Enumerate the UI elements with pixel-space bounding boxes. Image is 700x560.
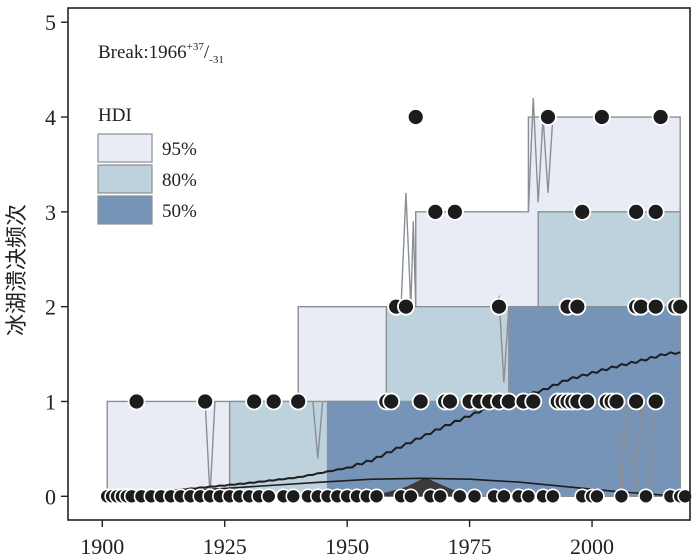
data-point [368,488,385,505]
data-point [490,297,508,316]
data-point [496,488,512,505]
data-point [573,202,592,221]
data-points [99,108,693,505]
data-point [613,488,630,505]
y-tick-label: 0 [45,484,56,509]
break-year: 1966 [149,42,187,63]
data-point [524,392,543,411]
data-point [677,488,693,505]
break-upper: +37 [187,41,205,53]
x-tick-label: 1950 [325,534,369,559]
break-slash: / [204,42,210,63]
data-point [285,488,302,505]
data-point [127,392,146,411]
fitted-curves [106,351,681,498]
data-point [452,488,468,505]
data-point [397,297,415,316]
data-point [545,488,561,505]
data-point [196,392,215,411]
data-point [638,488,654,505]
break-lower: -31 [209,54,224,66]
data-point [426,202,445,221]
posterior-trace-3 [400,192,417,307]
y-tick-label: 5 [45,10,56,35]
data-point [646,297,665,316]
data-point [499,392,518,411]
break-annotation: Break:1966+37/-31 [98,41,224,66]
legend-swatch [97,133,153,163]
y-tick-label: 4 [45,105,56,130]
data-point [627,202,646,221]
data-point [382,392,401,411]
x-tick-label: 2000 [570,534,614,559]
data-point [289,392,308,411]
data-point [578,392,597,411]
data-point [607,392,626,411]
data-point [568,297,587,316]
x-tick-label: 1925 [203,534,247,559]
posterior-trace-2 [312,401,324,459]
break-density [356,477,485,497]
y-tick-label: 1 [45,389,56,414]
legend-label: 95% [162,139,197,160]
legend-entries: 95% 80% 50% [97,133,197,225]
legend-swatch [97,195,153,225]
posterior-trace-5 [527,98,554,212]
data-point [245,392,264,411]
data-point [403,488,419,505]
data-point [411,392,430,411]
legend: HDI 95% 80% 50% [97,105,197,225]
data-point [651,108,670,126]
data-point [432,488,449,505]
data-point [441,392,459,411]
y-axis-label: 冰湖溃决频次 [4,204,29,336]
data-point [646,202,665,221]
plot-frame [67,7,691,521]
data-point [627,392,646,411]
data-point [592,108,611,126]
axes: 1900 1925 1950 1975 2000 0 1 2 3 4 5 [45,7,691,559]
legend-label: 50% [162,201,197,222]
x-tick-label: 1900 [80,534,124,559]
legend-title: HDI [98,105,132,126]
data-point [671,297,690,316]
legend-swatch [97,164,153,194]
data-point [632,297,650,316]
data-point [264,392,283,411]
data-point [261,488,277,505]
y-tick-label: 3 [45,200,56,225]
break-prefix: Break: [98,42,149,63]
mean-curve [107,477,681,498]
data-point [589,488,605,505]
data-point [646,392,665,411]
data-point [520,488,537,505]
x-tick-label: 1975 [448,534,492,559]
data-point [446,202,464,221]
data-point [406,108,425,126]
y-tick-label: 2 [45,295,56,320]
data-point [539,108,557,126]
data-point [466,488,483,505]
cumulative-mean-line [106,351,681,498]
legend-label: 80% [162,170,197,191]
